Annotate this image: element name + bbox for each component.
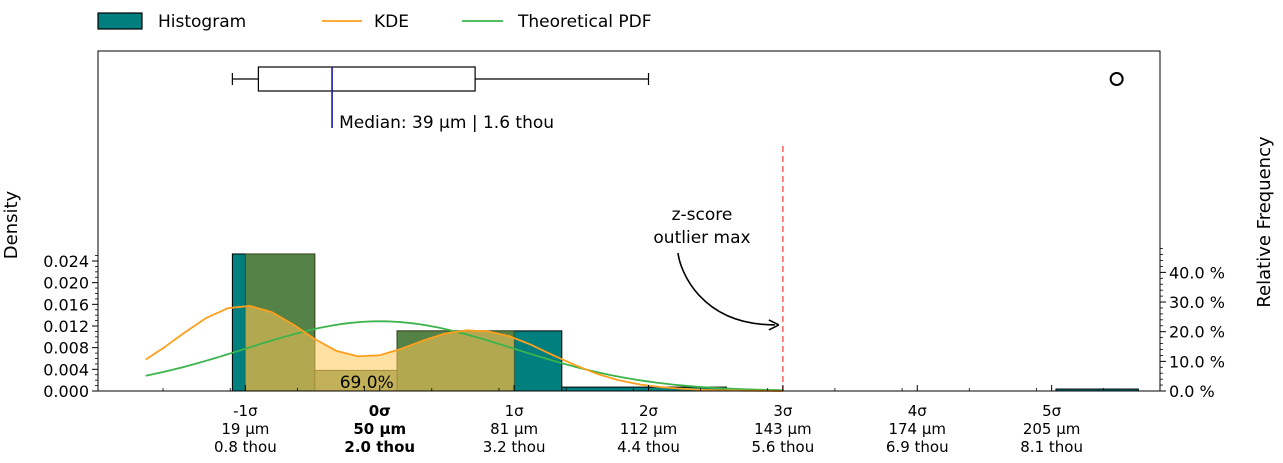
zscore-arrow-head bbox=[768, 319, 780, 331]
highlight-percent-label: 69.0% bbox=[340, 373, 394, 393]
x-tick-label-6-1: 205 µm bbox=[1023, 420, 1081, 438]
x-tick-label-5-2: 6.9 thou bbox=[886, 438, 949, 456]
x-tick-label-0-0: -1σ bbox=[233, 402, 258, 420]
x-tick-label-1-2: 2.0 thou bbox=[344, 438, 415, 456]
y-axis-title-left: Density bbox=[1, 190, 22, 259]
x-tick-label-0-2: 0.8 thou bbox=[214, 438, 277, 456]
zscore-annotation-line-0: z-score bbox=[672, 205, 733, 225]
left-tick-label-5: 0.020 bbox=[43, 274, 89, 293]
left-tick-label-6: 0.024 bbox=[43, 252, 89, 271]
legend-swatch-histogram bbox=[97, 12, 143, 30]
right-tick-label-4: 40.0 % bbox=[1169, 263, 1225, 282]
left-tick-label-2: 0.008 bbox=[43, 339, 89, 358]
right-tick-label-2: 20.0 % bbox=[1169, 323, 1225, 342]
x-tick-label-6-2: 8.1 thou bbox=[1020, 438, 1083, 456]
kde-line bbox=[145, 305, 783, 392]
x-tick-label-2-2: 3.2 thou bbox=[483, 438, 546, 456]
zscore-annotation-line-1: outlier max bbox=[653, 228, 750, 248]
x-tick-label-2-0: 1σ bbox=[505, 402, 525, 420]
annotations: z-score outlier max bbox=[653, 146, 784, 391]
x-tick-label-4-2: 5.6 thou bbox=[752, 438, 815, 456]
legend-label-kde: KDE bbox=[374, 12, 409, 32]
x-tick-label-6-0: 5σ bbox=[1042, 402, 1062, 420]
axes: 0.000 0.004 0.008 0.012 0.016 0.020 0.024 0.0 %… bbox=[43, 248, 1225, 456]
boxplot-outlier-0 bbox=[1109, 72, 1124, 86]
kde-fill-area bbox=[245, 305, 515, 391]
x-tick-label-3-0: 2σ bbox=[639, 402, 659, 420]
x-tick-label-1-1: 50 µm bbox=[353, 420, 406, 438]
legend-label-theoretical-pdf: Theoretical PDF bbox=[517, 12, 652, 32]
x-tick-label-5-1: 174 µm bbox=[888, 420, 946, 438]
left-tick-label-0: 0.000 bbox=[43, 382, 89, 401]
density-curves bbox=[145, 305, 783, 392]
boxplot-box bbox=[257, 66, 476, 92]
zscore-arrow-shaft bbox=[677, 252, 775, 326]
boxplot bbox=[231, 66, 1124, 128]
right-tick-label-1: 10.0 % bbox=[1169, 352, 1225, 371]
x-tick-label-0-1: 19 µm bbox=[221, 420, 269, 438]
left-tick-label-1: 0.004 bbox=[43, 360, 89, 379]
x-tick-label-5-0: 4σ bbox=[908, 402, 928, 420]
legend-label-histogram: Histogram bbox=[158, 12, 246, 32]
x-tick-label-3-2: 4.4 thou bbox=[617, 438, 680, 456]
right-tick-label-0: 0.0 % bbox=[1169, 382, 1215, 401]
x-tick-label-1-0: 0σ bbox=[369, 402, 391, 420]
x-tick-label-2-1: 81 µm bbox=[490, 420, 538, 438]
left-tick-label-3: 0.012 bbox=[43, 317, 89, 336]
right-tick-label-3: 30.0 % bbox=[1169, 293, 1225, 312]
left-tick-label-4: 0.016 bbox=[43, 295, 89, 314]
median-label: Median: 39 µm | 1.6 thou bbox=[339, 113, 554, 133]
x-tick-label-4-0: 3σ bbox=[773, 402, 793, 420]
x-tick-label-4-1: 143 µm bbox=[754, 420, 812, 438]
theoretical-pdf-line bbox=[145, 320, 783, 392]
legend: Histogram KDE Theoretical PDF bbox=[97, 12, 652, 32]
plot-frame bbox=[97, 50, 1161, 392]
x-tick-label-3-1: 112 µm bbox=[620, 420, 678, 438]
y-axis-title-right: Relative Frequency bbox=[1254, 136, 1275, 308]
